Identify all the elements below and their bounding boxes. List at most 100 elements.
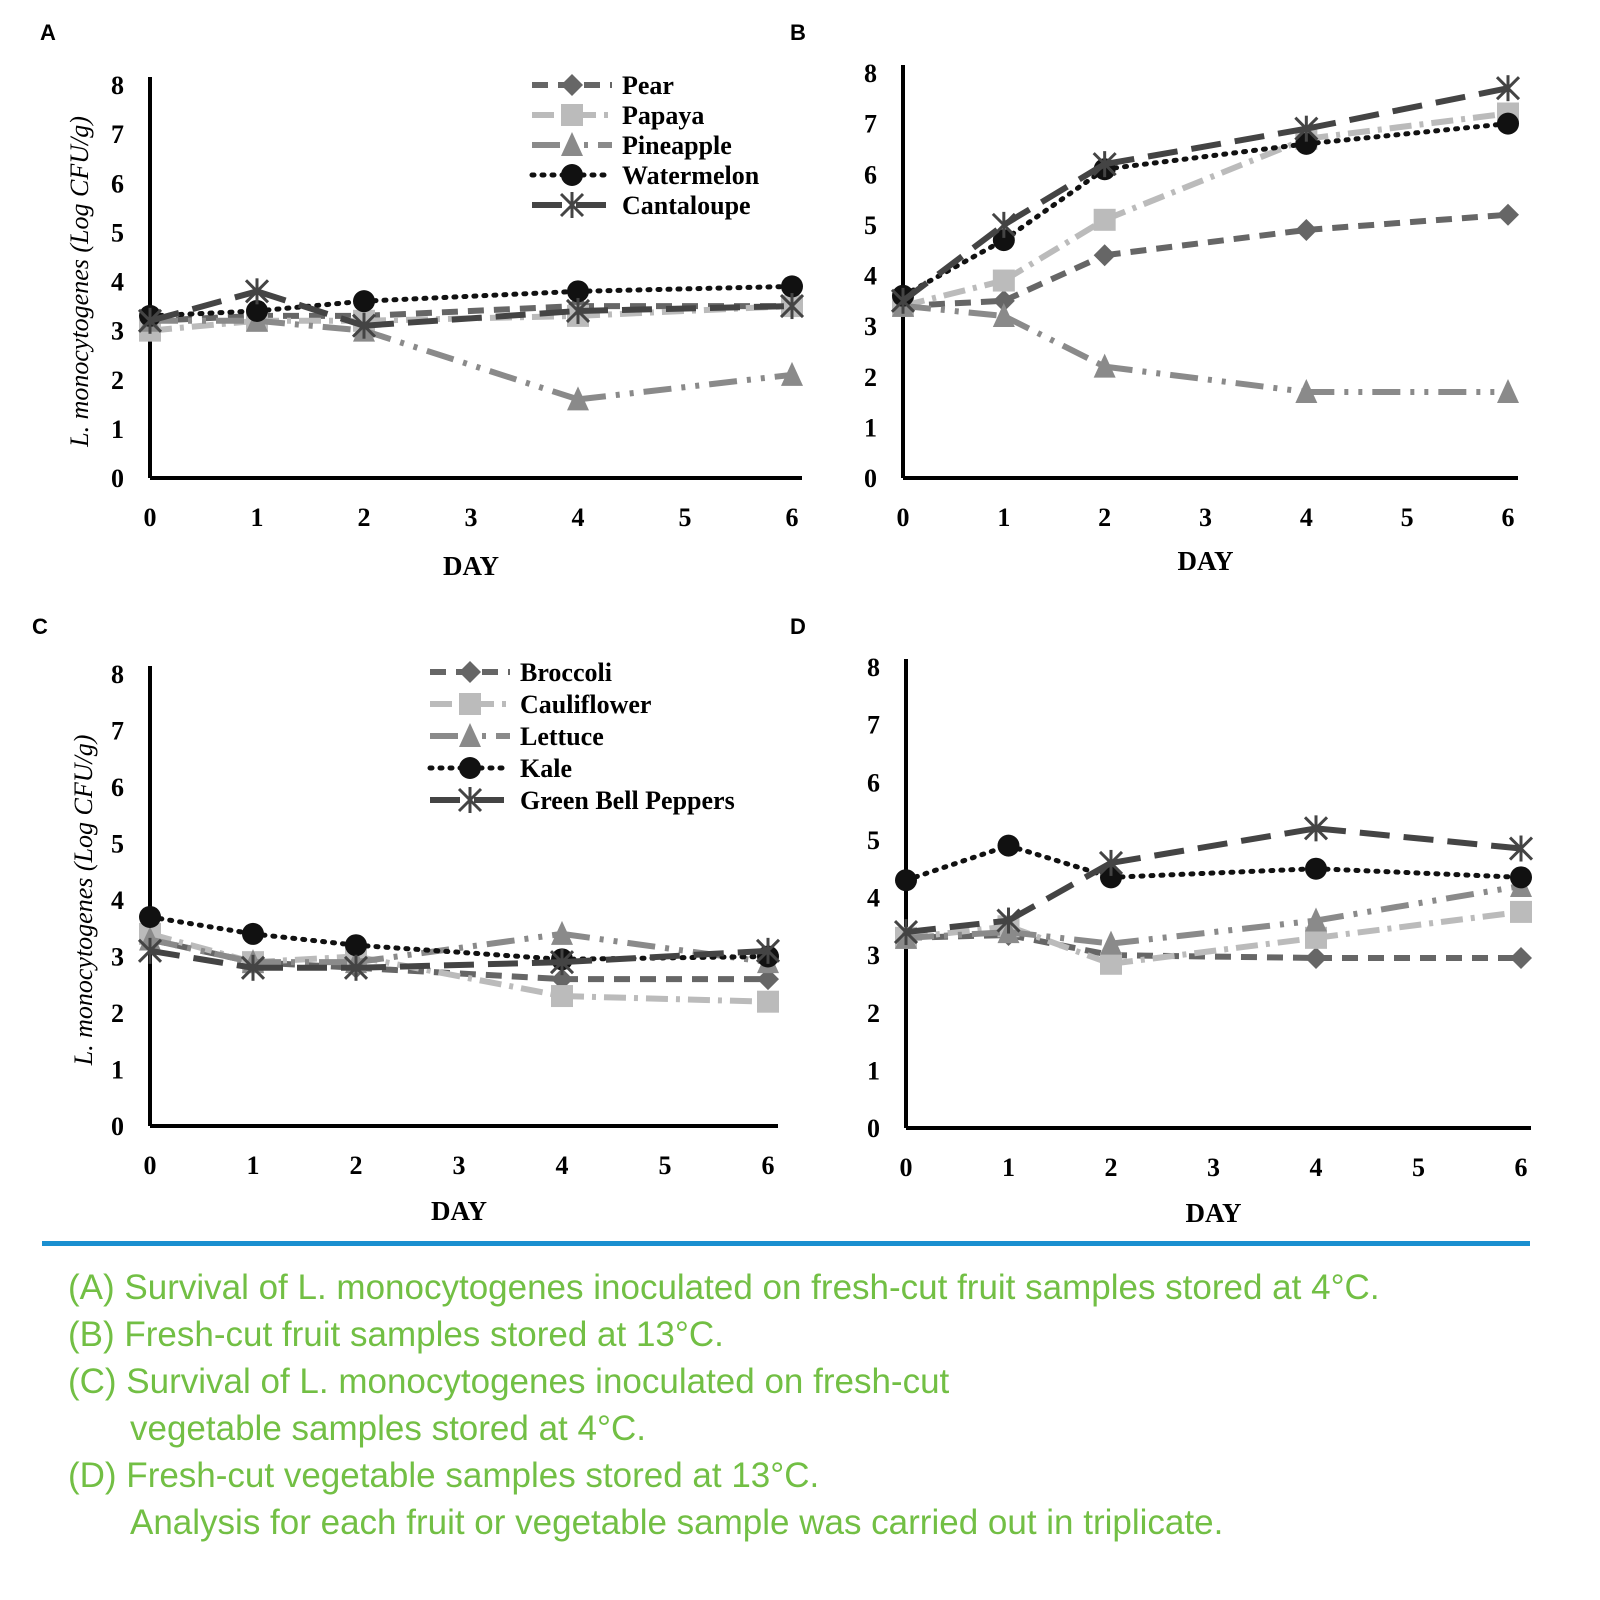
circle-marker — [345, 934, 367, 957]
square-marker — [1093, 208, 1116, 231]
x-tick-label: 0 — [897, 503, 910, 532]
series-line-segment — [1104, 125, 1307, 168]
circle-marker — [242, 922, 264, 945]
series-line-segment — [363, 307, 579, 329]
triangle-marker — [992, 303, 1015, 327]
series-line-segment — [252, 959, 357, 971]
square-marker — [757, 990, 779, 1013]
circle-marker — [1510, 866, 1532, 889]
x-axis-label: DAY — [1177, 546, 1233, 576]
series-line-segment — [905, 917, 1009, 936]
y-tick-label: 0 — [111, 464, 124, 493]
asterisk-marker — [559, 192, 585, 218]
legend-label: Cauliflower — [520, 690, 651, 719]
series-line-segment — [1315, 908, 1522, 941]
asterisk-marker — [137, 307, 163, 334]
asterisk-marker — [1508, 835, 1534, 862]
x-tick-label: 4 — [556, 1151, 569, 1180]
y-tick-label: 3 — [111, 317, 124, 346]
x-tick-label: 1 — [997, 503, 1010, 532]
square-marker — [1100, 952, 1122, 975]
series-line-segment — [1104, 226, 1307, 259]
x-axis-label: DAY — [431, 1196, 487, 1226]
series-line-segment — [256, 288, 365, 329]
panel-letter: C — [32, 614, 48, 639]
y-tick-label: 1 — [864, 413, 877, 442]
caption-line-d: (D) Fresh-cut vegetable samples stored a… — [68, 1456, 820, 1495]
y-tick-label: 1 — [867, 1056, 880, 1085]
y-tick-label: 7 — [867, 711, 880, 740]
panel-d: D 0 1 2 3 4 5 6 7 8 0 1 2 3 4 5 6 DAY — [790, 614, 1534, 1228]
circle-marker — [459, 757, 481, 779]
diamond-marker — [757, 968, 779, 991]
y-tick-label: 6 — [111, 773, 124, 802]
circle-marker — [895, 869, 917, 892]
series-line-segment — [1104, 363, 1307, 395]
y-tick-label: 8 — [111, 660, 124, 689]
circle-marker — [1100, 866, 1122, 889]
series-line-segment — [1002, 313, 1107, 370]
figure: A 0 1 2 3 4 5 6 7 8 0 1 2 3 4 5 6 DAY L. monocytogenes (Lo… — [32, 20, 1534, 1228]
caption-line-b: (B) Fresh-cut fruit samples stored at 13… — [68, 1315, 724, 1354]
series-line-segment — [1303, 121, 1511, 147]
x-tick-label: 4 — [1300, 503, 1313, 532]
y-tick-label: 8 — [111, 71, 124, 100]
series-line-segment — [902, 302, 1005, 319]
series-line-segment — [256, 317, 365, 334]
series-line-segment — [1102, 141, 1309, 172]
legend-label: Pear — [622, 71, 674, 100]
diamond-marker — [551, 968, 573, 991]
y-tick-label: 3 — [867, 941, 880, 970]
legend-entry: Watermelon — [529, 161, 760, 190]
square-marker — [1305, 926, 1327, 949]
series-green-bell-peppers — [137, 937, 781, 981]
series-line-segment — [1110, 952, 1317, 962]
diamond-marker — [1093, 244, 1116, 267]
series-pineapple — [139, 307, 803, 411]
x-tick-label: 3 — [465, 503, 478, 532]
x-tick-label: 2 — [358, 503, 371, 532]
y-tick-label: 2 — [867, 999, 880, 1028]
circle-marker — [1497, 112, 1519, 135]
legend-entry: Pear — [532, 71, 674, 100]
x-tick-label: 1 — [1002, 1153, 1015, 1182]
legend-label: Papaya — [622, 101, 704, 130]
y-tick-label: 5 — [864, 211, 877, 240]
y-tick-label: 4 — [111, 268, 124, 297]
series-line-segment — [577, 371, 793, 403]
legend-entry: Cauliflower — [430, 690, 651, 719]
y-tick-label: 0 — [111, 1112, 124, 1141]
asterisk-marker — [1495, 75, 1521, 102]
x-tick-label: 6 — [762, 1151, 775, 1180]
series-line-segment — [1007, 860, 1113, 924]
series-line-segment — [147, 914, 256, 937]
y-tick-label: 3 — [864, 312, 877, 341]
series-line-segment — [1306, 211, 1509, 233]
legend-label: Pineapple — [622, 131, 732, 160]
triangle-marker — [459, 723, 481, 747]
series-line-segment — [902, 277, 1005, 309]
legend-label: Watermelon — [622, 161, 760, 190]
x-tick-label: 6 — [786, 503, 799, 532]
y-tick-label: 8 — [867, 653, 880, 682]
triangle-marker — [1295, 378, 1318, 403]
panel-letter: A — [40, 20, 56, 45]
triangle-marker — [1497, 378, 1519, 403]
series-line-segment — [149, 288, 258, 324]
series-cantaloupe — [137, 278, 805, 339]
circle-marker — [1305, 857, 1327, 880]
series-asterisk — [893, 815, 1534, 946]
series-line-segment — [902, 297, 1004, 309]
series-line-segment — [363, 327, 579, 403]
series-line-segment — [363, 303, 579, 319]
asterisk-marker — [991, 211, 1016, 238]
series-line-segment — [355, 953, 563, 999]
series-line-segment — [149, 936, 254, 966]
y-axis-label: L. monocytogenes (Log CFU/g) — [69, 735, 98, 1067]
asterisk-marker — [1303, 815, 1329, 842]
square-marker — [561, 104, 583, 126]
x-tick-label: 3 — [453, 1151, 466, 1180]
legend-entry: Papaya — [532, 101, 704, 130]
x-axis-label: DAY — [443, 551, 499, 581]
panel-a: A 0 1 2 3 4 5 6 7 8 0 1 2 3 4 5 6 DAY L. monocytogenes (Lo… — [40, 20, 805, 581]
